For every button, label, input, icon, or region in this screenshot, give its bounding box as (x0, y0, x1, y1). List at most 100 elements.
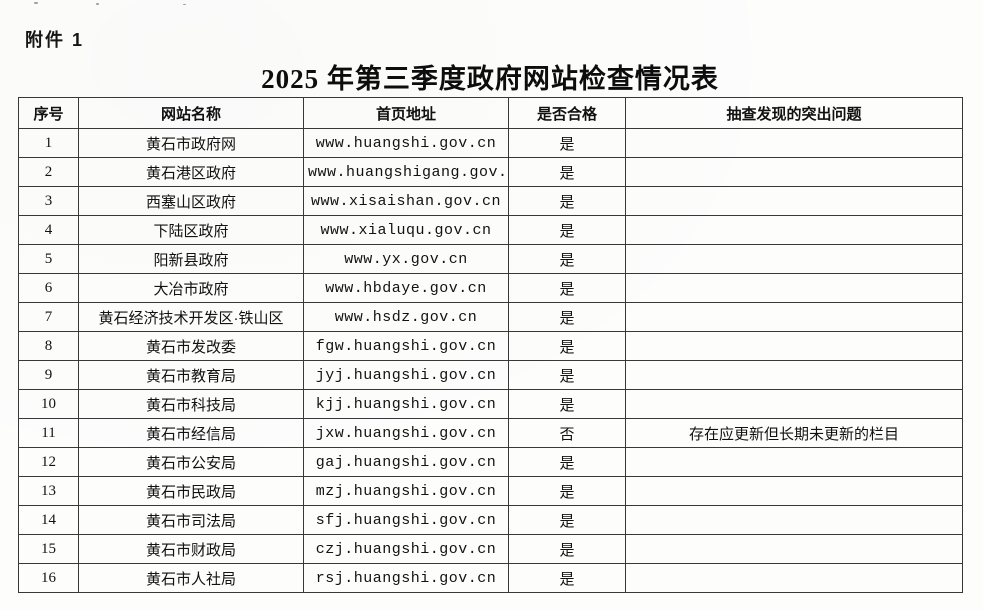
cell-site-name: 黄石市财政局 (78, 534, 304, 564)
cell-qualified: 是 (508, 534, 626, 564)
cell-url: jxw.huangshi.gov.cn (303, 418, 509, 448)
table-row: 6 大冶市政府 www.hbdaye.gov.cn 是 (18, 273, 963, 303)
column-header-qualified: 是否合格 (508, 97, 626, 129)
cell-site-name: 黄石市经信局 (78, 418, 304, 448)
cell-issues (625, 476, 963, 506)
cell-site-name: 大冶市政府 (78, 273, 304, 303)
cell-issues (625, 447, 963, 477)
cell-site-name: 黄石港区政府 (78, 157, 304, 187)
cell-issues (625, 360, 963, 390)
cell-url: rsj.huangshi.gov.cn (303, 563, 509, 593)
table-row: 7 黄石经济技术开发区·铁山区 www.hsdz.gov.cn 是 (18, 302, 963, 332)
cell-seq: 11 (18, 418, 79, 448)
table-row: 11 黄石市经信局 jxw.huangshi.gov.cn 否 存在应更新但长期… (18, 418, 963, 448)
cell-url: www.yx.gov.cn (303, 244, 509, 274)
cell-site-name: 黄石市公安局 (78, 447, 304, 477)
cell-url: jyj.huangshi.gov.cn (303, 360, 509, 390)
cell-seq: 7 (18, 302, 79, 332)
cell-seq: 6 (18, 273, 79, 303)
cell-issues (625, 186, 963, 216)
cell-qualified: 是 (508, 273, 626, 303)
cell-site-name: 西塞山区政府 (78, 186, 304, 216)
cell-qualified: 是 (508, 389, 626, 419)
table-row: 15 黄石市财政局 czj.huangshi.gov.cn 是 (18, 534, 963, 564)
table-row: 3 西塞山区政府 www.xisaishan.gov.cn 是 (18, 186, 963, 216)
cell-site-name: 黄石市政府网 (78, 128, 304, 158)
cell-issues (625, 244, 963, 274)
cell-seq: 15 (18, 534, 79, 564)
cell-url: www.huangshi.gov.cn (303, 128, 509, 158)
table-header-row: 序号 网站名称 首页地址 是否合格 抽查发现的突出问题 (18, 97, 963, 129)
cell-url: www.xisaishan.gov.cn (303, 186, 509, 216)
cell-qualified: 是 (508, 563, 626, 593)
cell-url: www.hsdz.gov.cn (303, 302, 509, 332)
table-row: 5 阳新县政府 www.yx.gov.cn 是 (18, 244, 963, 274)
cell-site-name: 黄石市民政局 (78, 476, 304, 506)
cell-seq: 2 (18, 157, 79, 187)
cell-url: www.hbdaye.gov.cn (303, 273, 509, 303)
cell-issues (625, 215, 963, 245)
cell-seq: 9 (18, 360, 79, 390)
cell-qualified: 是 (508, 215, 626, 245)
cell-url: gaj.huangshi.gov.cn (303, 447, 509, 477)
cell-qualified: 是 (508, 186, 626, 216)
cell-seq: 4 (18, 215, 79, 245)
cell-issues (625, 389, 963, 419)
cell-seq: 12 (18, 447, 79, 477)
cell-site-name: 阳新县政府 (78, 244, 304, 274)
cell-qualified: 是 (508, 447, 626, 477)
cell-seq: 8 (18, 331, 79, 361)
cell-url: sfj.huangshi.gov.cn (303, 505, 509, 535)
cell-site-name: 下陆区政府 (78, 215, 304, 245)
column-header-name: 网站名称 (78, 97, 304, 129)
table-row: 14 黄石市司法局 sfj.huangshi.gov.cn 是 (18, 505, 963, 535)
cell-url: kjj.huangshi.gov.cn (303, 389, 509, 419)
cell-seq: 1 (18, 128, 79, 158)
table-body: 1 黄石市政府网 www.huangshi.gov.cn 是 2 黄石港区政府 … (18, 128, 963, 593)
cell-qualified: 是 (508, 331, 626, 361)
scan-speck (34, 2, 38, 4)
cell-seq: 16 (18, 563, 79, 593)
cell-url: www.xialuqu.gov.cn (303, 215, 509, 245)
table-row: 16 黄石市人社局 rsj.huangshi.gov.cn 是 (18, 563, 963, 593)
cell-issues: 存在应更新但长期未更新的栏目 (625, 418, 963, 448)
cell-site-name: 黄石市教育局 (78, 360, 304, 390)
cell-site-name: 黄石市人社局 (78, 563, 304, 593)
table-row: 8 黄石市发改委 fgw.huangshi.gov.cn 是 (18, 331, 963, 361)
cell-qualified: 是 (508, 244, 626, 274)
cell-qualified: 是 (508, 505, 626, 535)
cell-issues (625, 157, 963, 187)
page-title: 2025 年第三季度政府网站检查情况表 (261, 64, 719, 94)
scan-speck (183, 4, 186, 5)
cell-issues (625, 273, 963, 303)
table-row: 13 黄石市民政局 mzj.huangshi.gov.cn 是 (18, 476, 963, 506)
cell-seq: 10 (18, 389, 79, 419)
cell-site-name: 黄石市发改委 (78, 331, 304, 361)
cell-issues (625, 505, 963, 535)
cell-qualified: 是 (508, 302, 626, 332)
cell-site-name: 黄石市司法局 (78, 505, 304, 535)
cell-url: www.huangshigang.gov.cn (303, 157, 509, 187)
cell-site-name: 黄石市科技局 (78, 389, 304, 419)
cell-issues (625, 563, 963, 593)
table-row: 12 黄石市公安局 gaj.huangshi.gov.cn 是 (18, 447, 963, 477)
cell-url: fgw.huangshi.gov.cn (303, 331, 509, 361)
cell-issues (625, 331, 963, 361)
cell-qualified: 否 (508, 418, 626, 448)
cell-url: mzj.huangshi.gov.cn (303, 476, 509, 506)
table-row: 1 黄石市政府网 www.huangshi.gov.cn 是 (18, 128, 963, 158)
cell-seq: 13 (18, 476, 79, 506)
attachment-label: 附件 1 (25, 30, 85, 50)
scan-speck (96, 3, 99, 5)
column-header-seq: 序号 (18, 97, 79, 129)
cell-qualified: 是 (508, 128, 626, 158)
table-row: 2 黄石港区政府 www.huangshigang.gov.cn 是 (18, 157, 963, 187)
cell-issues (625, 302, 963, 332)
table-row: 4 下陆区政府 www.xialuqu.gov.cn 是 (18, 215, 963, 245)
cell-qualified: 是 (508, 476, 626, 506)
table-row: 10 黄石市科技局 kjj.huangshi.gov.cn 是 (18, 389, 963, 419)
website-check-table: 序号 网站名称 首页地址 是否合格 抽查发现的突出问题 1 黄石市政府网 www… (18, 97, 963, 593)
cell-seq: 3 (18, 186, 79, 216)
column-header-url: 首页地址 (303, 97, 509, 129)
